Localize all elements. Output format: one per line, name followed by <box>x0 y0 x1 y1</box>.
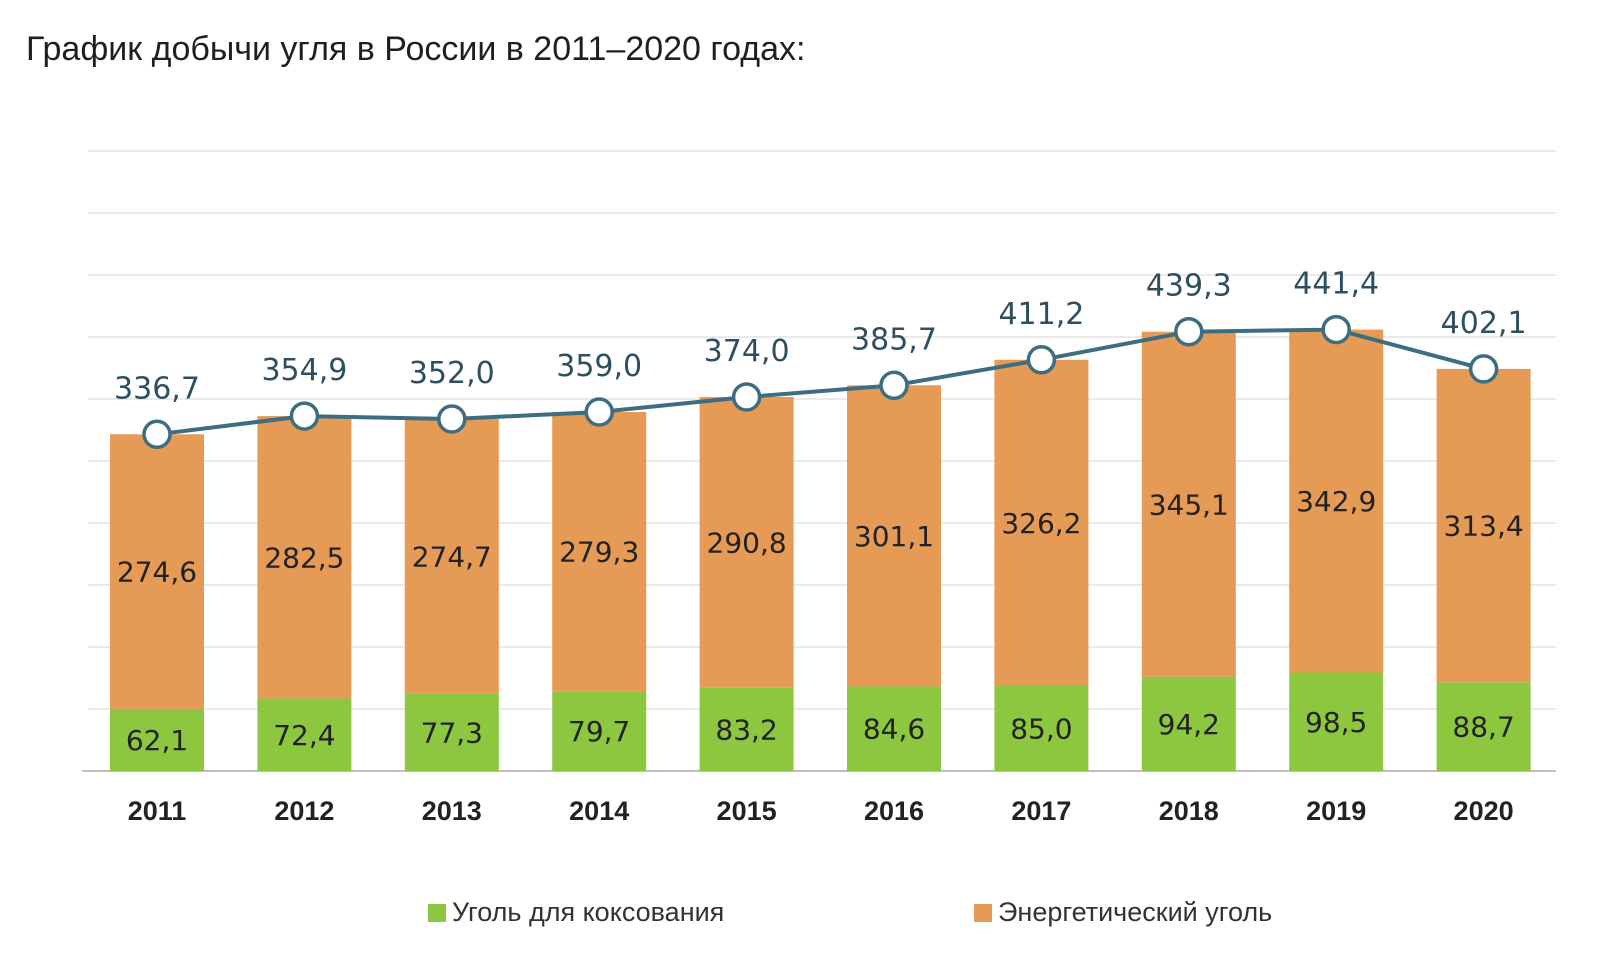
label-energy-2019: 342,9 <box>1296 485 1376 518</box>
total-point-2020 <box>1468 354 1499 384</box>
total-label-2012: 354,9 <box>261 353 347 388</box>
x-tick-2013: 2013 <box>422 796 482 826</box>
bar-energy-2015 <box>699 397 794 688</box>
x-tick-2016: 2016 <box>864 796 924 826</box>
total-point-2012 <box>289 401 320 431</box>
bar-coking-2020 <box>1436 682 1531 771</box>
x-tick-2019: 2019 <box>1306 796 1366 826</box>
legend-swatch-coking <box>428 903 446 922</box>
x-tick-2018: 2018 <box>1159 796 1219 826</box>
label-coking-2020: 88,7 <box>1452 711 1514 744</box>
bar-coking-2012 <box>257 698 352 771</box>
legend-swatch-energy <box>974 903 992 922</box>
label-energy-2018: 345,1 <box>1149 488 1229 521</box>
bar-coking-2016 <box>847 686 941 771</box>
bar-energy-2017 <box>994 359 1089 686</box>
bar-energy-2012 <box>257 416 352 699</box>
total-point-2014 <box>584 397 614 427</box>
bar-coking-2014 <box>552 691 647 771</box>
label-energy-2012: 282,5 <box>264 541 344 574</box>
total-label-2018: 439,3 <box>1146 269 1232 304</box>
bar-coking-2019 <box>1289 672 1384 771</box>
chart-title: График добычи угля в России в 2011–2020 … <box>26 30 806 68</box>
total-label-2015: 374,0 <box>704 334 790 369</box>
legend-item-energy: Энергетический уголь <box>974 897 1272 928</box>
legend-label-energy: Энергетический уголь <box>998 897 1273 927</box>
bar-coking-2015 <box>699 687 794 771</box>
bar-coking-2011 <box>110 708 204 771</box>
bar-energy-2011 <box>110 434 204 709</box>
total-label-2017: 411,2 <box>998 297 1084 332</box>
x-tick-2011: 2011 <box>128 796 187 826</box>
bar-energy-2016 <box>847 385 941 687</box>
total-point-2013 <box>437 404 467 434</box>
x-tick-2014: 2014 <box>569 796 629 826</box>
label-coking-2015: 83,2 <box>715 713 777 746</box>
total-label-2013: 352,0 <box>409 356 495 391</box>
total-label-2016: 385,7 <box>851 322 937 357</box>
total-label-2020: 402,1 <box>1441 306 1527 341</box>
bar-energy-2014 <box>552 412 647 692</box>
label-energy-2016: 301,1 <box>854 520 934 553</box>
bar-coking-2017 <box>994 686 1089 771</box>
bar-energy-2013 <box>404 419 499 694</box>
bar-energy-2018 <box>1141 331 1236 677</box>
label-coking-2011: 62,1 <box>126 724 188 757</box>
label-energy-2014: 279,3 <box>559 536 639 569</box>
bar-coking-2018 <box>1141 676 1236 771</box>
x-tick-2012: 2012 <box>274 796 334 826</box>
x-tick-2020: 2020 <box>1454 796 1514 826</box>
label-coking-2019: 98,5 <box>1305 706 1367 739</box>
x-tick-2015: 2015 <box>717 796 777 826</box>
x-tick-2017: 2017 <box>1011 796 1071 826</box>
label-energy-2011: 274,6 <box>117 556 197 589</box>
total-point-2016 <box>879 370 909 401</box>
total-point-2018 <box>1174 316 1204 347</box>
legend-item-coking: Уголь для коксования <box>428 897 724 928</box>
legend-label-coking: Уголь для коксования <box>452 897 725 927</box>
label-energy-2020: 313,4 <box>1444 510 1524 543</box>
total-line <box>156 327 1485 437</box>
label-coking-2018: 94,2 <box>1158 708 1220 741</box>
total-label-2014: 359,0 <box>556 349 642 384</box>
total-point-2011 <box>142 419 172 450</box>
label-coking-2016: 84,6 <box>863 713 925 746</box>
label-energy-2013: 274,7 <box>412 540 492 573</box>
label-coking-2014: 79,7 <box>568 715 630 748</box>
bar-coking-2013 <box>404 693 499 771</box>
bar-energy-2019 <box>1289 329 1384 673</box>
label-coking-2017: 85,0 <box>1010 713 1072 746</box>
total-point-2019 <box>1321 314 1351 345</box>
bar-energy-2020 <box>1436 368 1531 683</box>
label-coking-2013: 77,3 <box>421 716 483 749</box>
total-label-2011: 336,7 <box>114 371 200 406</box>
total-point-2015 <box>731 382 762 412</box>
label-coking-2012: 72,4 <box>273 719 335 752</box>
total-label-2019: 441,4 <box>1293 267 1379 302</box>
label-energy-2017: 326,2 <box>1001 507 1081 540</box>
label-energy-2015: 290,8 <box>707 526 787 559</box>
total-point-2017 <box>1026 345 1057 375</box>
